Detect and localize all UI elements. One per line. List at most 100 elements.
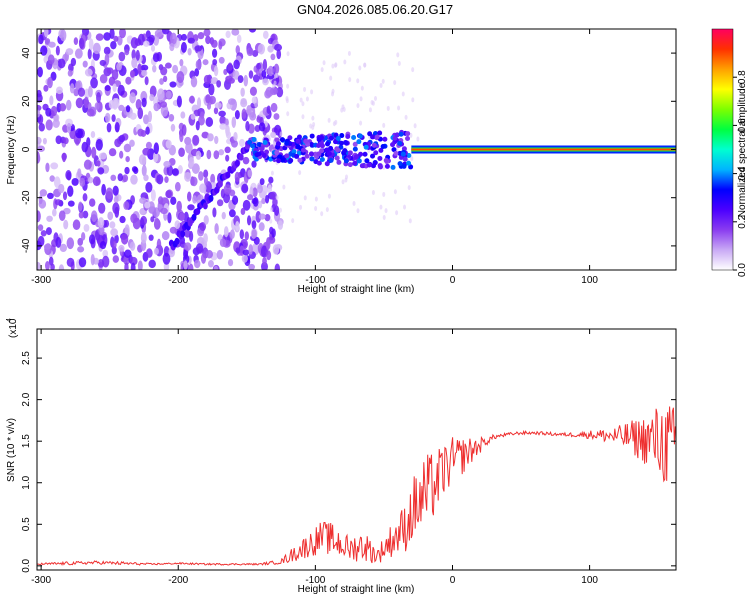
- heatmap-noise-cell: [66, 257, 75, 268]
- heatmap-noise-cell: [83, 224, 90, 232]
- heatmap-noise-cell: [45, 261, 50, 270]
- heatmap-noise-cell: [299, 204, 303, 210]
- heatmap-band-cell: [402, 156, 408, 162]
- heatmap-noise-cell: [196, 97, 202, 109]
- heatmap-band-cell: [304, 153, 310, 159]
- heatmap-noise-cell: [314, 206, 318, 212]
- heatmap-band-cell: [378, 147, 384, 153]
- heatmap-noise-cell: [240, 87, 245, 97]
- heatmap-noise-cell: [251, 220, 257, 229]
- heatmap-noise-cell: [347, 50, 351, 56]
- heatmap-noise-cell: [153, 247, 159, 255]
- heatmap-noise-cell: [148, 34, 155, 43]
- heatmap-xtick-label: 0: [450, 275, 456, 286]
- heatmap-noise-cell: [381, 78, 385, 84]
- heatmap-noise-cell: [269, 87, 278, 96]
- heatmap-noise-cell: [70, 57, 77, 67]
- heatmap-band-cell: [303, 138, 309, 144]
- heatmap-noise-cell: [276, 49, 282, 60]
- heatmap-noise-cell: [359, 120, 363, 126]
- heatmap-noise-cell: [48, 41, 56, 48]
- heatmap-noise-cell: [286, 51, 290, 57]
- heatmap-noise-cell: [156, 238, 162, 251]
- heatmap-noise-cell: [172, 64, 179, 74]
- heatmap-noise-cell: [224, 146, 231, 154]
- heatmap-noise-cell: [237, 75, 244, 84]
- heatmap-noise-cell: [82, 60, 88, 68]
- heatmap-noise-cell: [77, 87, 86, 97]
- heatmap-noise-cell: [251, 96, 257, 104]
- heatmap-noise-cell: [77, 237, 84, 246]
- heatmap-noise-cell: [205, 250, 214, 259]
- heatmap-noise-cell: [112, 185, 119, 196]
- heatmap-noise-cell: [47, 54, 55, 65]
- heatmap-noise-cell: [240, 99, 248, 108]
- heatmap-noise-cell: [229, 229, 235, 240]
- heatmap-noise-cell: [223, 192, 231, 204]
- heatmap-noise-cell: [118, 134, 126, 143]
- heatmap-noise-cell: [178, 147, 185, 157]
- heatmap-band-cell: [366, 162, 372, 168]
- heatmap-noise-cell: [129, 70, 136, 78]
- heatmap-noise-cell: [45, 107, 52, 117]
- heatmap-noise-cell: [206, 149, 212, 160]
- heatmap-band-cell: [342, 148, 348, 154]
- heatmap-noise-cell: [358, 65, 362, 71]
- heatmap-noise-cell: [384, 208, 388, 214]
- heatmap-noise-cell: [153, 102, 160, 112]
- heatmap-band-cell: [356, 139, 362, 145]
- heatmap-noise-cell: [206, 102, 212, 110]
- heatmap-noise-cell: [101, 183, 106, 196]
- heatmap-noise-cell: [63, 137, 69, 145]
- heatmap-noise-cell: [176, 200, 182, 213]
- heatmap-noise-cell: [264, 214, 271, 222]
- heatmap-ytick-label: 0: [21, 146, 32, 152]
- heatmap-noise-cell: [62, 191, 68, 201]
- heatmap-noise-cell: [140, 215, 148, 226]
- heatmap-ytick-label: -20: [21, 190, 32, 205]
- heatmap-noise-cell: [56, 86, 63, 95]
- heatmap-noise-cell: [195, 150, 202, 160]
- heatmap-noise-cell: [43, 29, 49, 38]
- heatmap-noise-cell: [40, 230, 47, 237]
- heatmap-noise-cell: [401, 91, 405, 97]
- heatmap-band-cell: [274, 150, 280, 156]
- heatmap-noise-cell: [67, 185, 74, 197]
- heatmap-band-cell: [319, 143, 325, 149]
- heatmap-noise-cell: [273, 80, 277, 86]
- heatmap-noise-cell: [234, 110, 240, 120]
- heatmap-noise-cell: [60, 29, 67, 42]
- heatmap-noise-cell: [331, 88, 335, 94]
- snr-frame: [36, 328, 677, 571]
- heatmap-noise-cell: [37, 109, 41, 118]
- heatmap-band-cell: [400, 151, 406, 157]
- heatmap-noise-cell: [148, 259, 156, 269]
- heatmap-noise-cell: [129, 241, 136, 251]
- heatmap-noise-cell: [111, 69, 119, 81]
- heatmap-noise-cell: [262, 257, 267, 266]
- heatmap-noise-cell: [218, 41, 223, 50]
- snr-xtick-label: -100: [305, 575, 325, 586]
- heatmap-noise-cell: [72, 219, 81, 231]
- heatmap-noise-cell: [371, 190, 375, 196]
- heatmap-noise-cell: [393, 80, 397, 86]
- heatmap-noise-cell: [137, 128, 144, 137]
- heatmap-noise-cell: [160, 101, 168, 108]
- heatmap-band-cell: [393, 150, 399, 156]
- heatmap-noise-cell: [52, 119, 60, 128]
- heatmap-band-cell: [334, 155, 340, 161]
- heatmap-noise-cell: [42, 137, 47, 145]
- heatmap-noise-cell: [113, 35, 119, 42]
- heatmap-noise-cell: [356, 103, 360, 109]
- heatmap-noise-cell: [152, 52, 160, 63]
- heatmap-noise-cell: [78, 257, 87, 268]
- heatmap-noise-cell: [393, 189, 397, 195]
- heatmap-band-cell: [352, 146, 358, 152]
- snr-ytick-label: 1.5: [21, 434, 32, 448]
- heatmap-noise-cell: [141, 97, 147, 108]
- heatmap-band-cell: [377, 130, 383, 136]
- heatmap-noise-cell: [195, 59, 202, 70]
- heatmap-noise-cell: [334, 119, 338, 125]
- heatmap-noise-cell: [241, 254, 248, 263]
